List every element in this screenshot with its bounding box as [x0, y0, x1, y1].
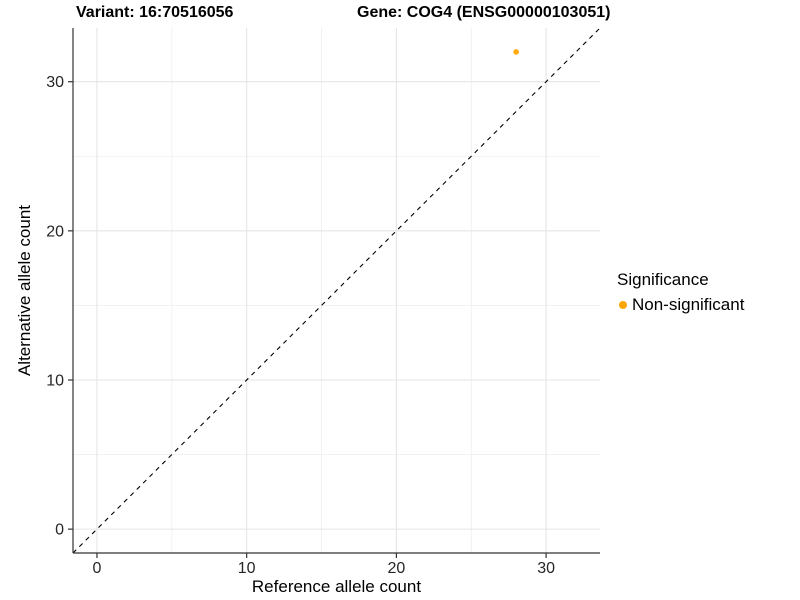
x-tick-label: 30	[537, 560, 555, 577]
x-tick-label: 0	[93, 560, 102, 577]
plot-title-variant: Variant: 16:70516056	[76, 4, 234, 21]
legend-item-label: Non-significant	[632, 295, 745, 314]
plot-title-gene: Gene: COG4 (ENSG00000103051)	[357, 4, 611, 21]
data-point	[513, 49, 519, 55]
identity-line	[72, 27, 601, 554]
y-tick-label: 10	[46, 372, 64, 389]
x-axis-title: Reference allele count	[251, 577, 422, 596]
legend-point-icon	[619, 301, 627, 309]
y-axis-title: Alternative allele count	[15, 204, 34, 377]
legend: Significance Non-significant	[617, 270, 744, 315]
y-tick-label: 30	[46, 74, 64, 91]
y-axis-title-container: Alternative allele count	[14, 28, 36, 553]
x-tick-label: 20	[387, 560, 405, 577]
y-tick-label: 20	[46, 223, 64, 240]
legend-title: Significance	[617, 270, 709, 289]
legend-item-non-significant: Non-significant	[617, 295, 744, 315]
y-tick-label: 0	[55, 522, 64, 539]
x-tick-label: 10	[238, 560, 256, 577]
